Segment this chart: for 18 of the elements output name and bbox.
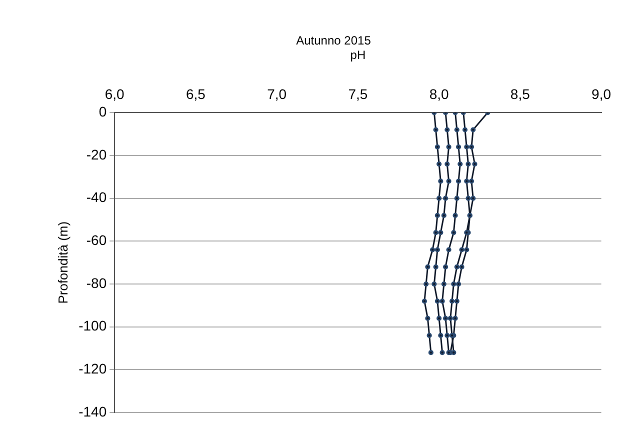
x-tick-label: 7,5 [348, 86, 368, 102]
x-axis-title: pH [350, 48, 366, 62]
y-axis-title: Profondità (m) [55, 221, 70, 304]
y-tick-label: -100 [78, 318, 107, 334]
x-tick-label: 6,5 [186, 86, 206, 102]
y-tick-label: -20 [86, 146, 107, 162]
y-tick-label: 0 [98, 103, 107, 120]
x-tick-label: 8,0 [429, 86, 449, 102]
chart-title: Autunno 2015 [296, 34, 372, 48]
y-tick-label: -40 [86, 189, 107, 206]
y-tick-label: -140 [78, 403, 107, 420]
x-tick-label: 8,5 [510, 86, 530, 102]
y-tick-label: -60 [86, 232, 107, 248]
y-tick-label: -80 [86, 274, 107, 291]
x-tick-label: 7,0 [267, 86, 287, 102]
x-tick-label: 6,0 [104, 86, 125, 102]
x-tick-label: 9,0 [592, 86, 612, 102]
y-tick-label: -120 [78, 360, 107, 377]
